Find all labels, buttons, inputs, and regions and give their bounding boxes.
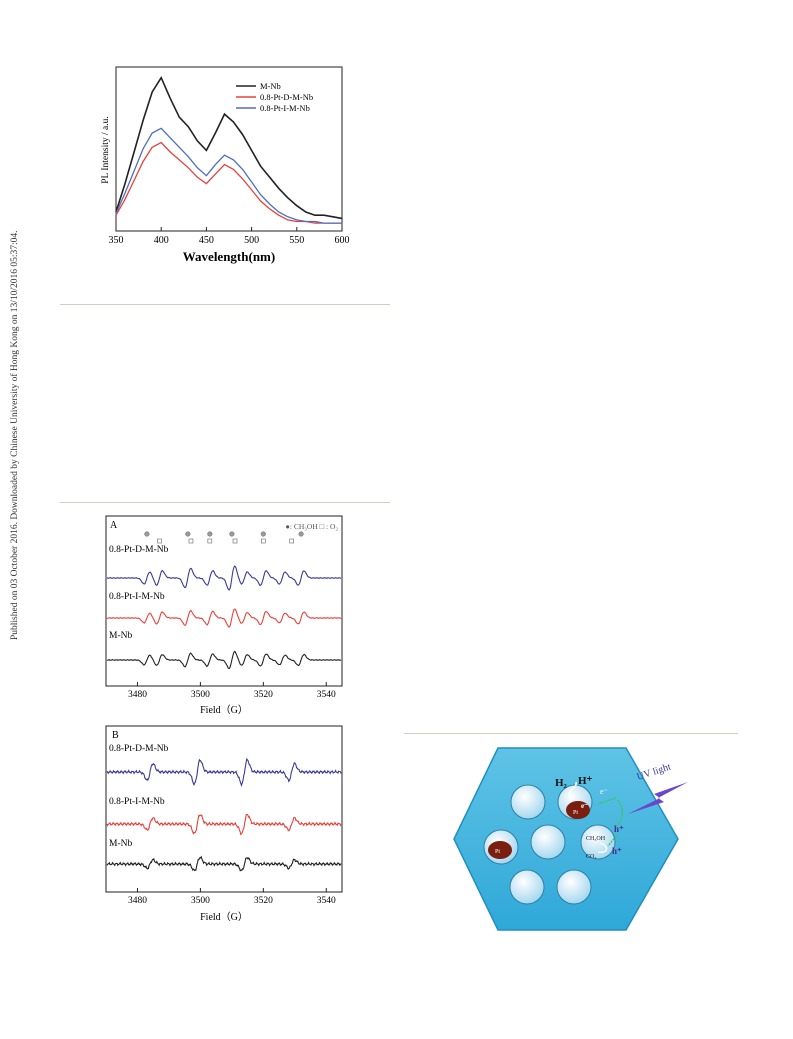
pore-circle (556, 869, 592, 905)
epr-series-label: 0.8-Pt-I-M-Nb (109, 592, 165, 602)
epr-xtick-label: 3520 (254, 690, 273, 700)
oxidation-arrow-icon (597, 842, 608, 854)
ch3oh-label: CH₃OH (586, 836, 606, 842)
epr-b-plot-frame (105, 725, 343, 893)
pl-series-line (115, 141, 342, 224)
ch3oh-marker (207, 531, 213, 537)
pl-series-group (115, 75, 343, 224)
photocatalysis-scheme: Pt e⁻ Pt H₂ H⁺ e⁻ h⁺ CH₃OH CO₂ h⁺ UV lig… (453, 747, 688, 931)
pt-label: Pt (573, 810, 578, 816)
uv-lightning-bolt-icon (628, 782, 688, 814)
epr-b-series-group: 0.8-Pt-D-M-Nb 0.8-Pt-I-M-Nb M-Nb (106, 744, 342, 872)
divider-2 (60, 502, 390, 503)
pt-electron-label: e⁻ (581, 802, 588, 810)
epr-b-x-axis-label: Field（G） (200, 911, 248, 923)
epr-series-line (106, 855, 342, 872)
hole-label-2: h⁺ (612, 846, 622, 856)
h2-evolution-arrow-icon (568, 781, 577, 799)
epr-series-line (106, 650, 342, 670)
pl-xtick-label: 600 (335, 235, 350, 246)
ch3oh-marker (298, 531, 304, 537)
uv-light-label: UV light (636, 761, 673, 782)
epr-series-line (106, 757, 342, 788)
pl-xtick-label: 350 (109, 235, 124, 246)
epr-figure-b: B 0.8-Pt-D-M-Nb 0.8-Pt-I-M-Nb M-Nb 3480 350… (105, 725, 343, 923)
epr-a-series-group: 0.8-Pt-D-M-Nb 0.8-Pt-I-M-Nb M-Nb (106, 545, 342, 670)
electron-transfer-arrow-icon (597, 797, 617, 805)
pores (483, 784, 616, 905)
pl-series-line (115, 75, 343, 220)
epr-series-line (106, 813, 342, 836)
pl-xtick-label: 450 (199, 235, 214, 246)
hole-transfer-arrow-icon (607, 833, 619, 847)
epr-a-xticks: 3480 3500 3520 3540 (128, 682, 336, 700)
h2-label: H₂ (555, 777, 568, 789)
pt-nanoparticle-icon (566, 801, 590, 819)
divider-3 (404, 733, 738, 734)
pore-circle (530, 824, 566, 860)
epr-a-peak-markers (144, 531, 304, 544)
o2-marker (207, 538, 213, 544)
epr-xtick-label: 3540 (317, 690, 336, 700)
hole-label-1: h⁺ (614, 824, 624, 834)
epr-series-label: M-Nb (109, 631, 132, 641)
ch3oh-marker (144, 531, 150, 537)
epr-a-x-axis-label: Field（G） (200, 704, 248, 716)
pl-plot-frame (115, 66, 343, 232)
pl-series-line (115, 127, 342, 224)
ch3oh-marker (229, 531, 235, 537)
epr-a-marker-legend: ●: CH₃OH □ : O₂ (285, 522, 338, 531)
download-watermark-text: Published on 03 October 2016. Downloaded… (9, 230, 20, 640)
epr-a-panel-label: A (110, 520, 118, 531)
epr-xtick-label: 3480 (128, 690, 147, 700)
pl-xtick-label: 500 (244, 235, 259, 246)
epr-series-label: 0.8-Pt-D-M-Nb (109, 744, 169, 754)
pore-circle (509, 869, 545, 905)
electron-label: e⁻ (600, 787, 608, 796)
epr-series-label: M-Nb (109, 839, 132, 849)
epr-b-xticks: 3480 3500 3520 3540 (128, 888, 336, 906)
epr-xtick-label: 3520 (254, 896, 273, 906)
pl-legend: M-Nb0.8-Pt-D-M-Nb0.8-Pt-I-M-Nb (236, 81, 313, 113)
pore-circle (510, 784, 546, 820)
epr-series-label: 0.8-Pt-I-M-Nb (109, 797, 165, 807)
epr-a-plot-frame (105, 515, 343, 687)
divider-1 (60, 304, 390, 305)
pl-xtick-label: 550 (289, 235, 304, 246)
pt-nanoparticle-icon (488, 841, 512, 859)
o2-marker (232, 538, 238, 544)
pl-legend-label: 0.8-Pt-D-M-Nb (260, 92, 313, 102)
o2-marker (157, 538, 162, 544)
epr-xtick-label: 3500 (191, 896, 210, 906)
epr-series-line (106, 565, 342, 591)
ch3oh-marker (185, 531, 191, 537)
pl-xtick-label: 400 (154, 235, 169, 246)
co2-label: CO₂ (586, 854, 596, 860)
download-watermark: Published on 03 October 2016. Downloaded… (9, 230, 20, 640)
pt-label-2: Pt (495, 849, 500, 855)
pl-xticks: 350 400 450 500 550 600 (109, 227, 350, 246)
epr-series-label: 0.8-Pt-D-M-Nb (109, 545, 169, 555)
pl-x-axis-label: Wavelength(nm) (183, 249, 275, 264)
epr-b-panel-label: B (112, 730, 119, 741)
o2-marker (188, 538, 194, 544)
hplus-label: H⁺ (578, 775, 593, 787)
epr-xtick-label: 3540 (317, 896, 336, 906)
epr-xtick-label: 3500 (191, 690, 210, 700)
epr-xtick-label: 3480 (128, 896, 147, 906)
epr-figure-a: A ●: CH₃OH □ : O₂ 0.8-Pt-D-M-Nb 0.8-Pt-I-… (105, 515, 343, 716)
epr-series-line (106, 608, 342, 628)
pl-legend-label: 0.8-Pt-I-M-Nb (260, 103, 310, 113)
pl-legend-label: M-Nb (260, 81, 281, 91)
pl-spectrum-figure: 350 400 450 500 550 600 M-Nb0.8-Pt-D-M-Nb0.8-… (101, 66, 350, 264)
o2-marker (289, 538, 294, 544)
pl-y-axis-label: PL Intensity / a.u. (101, 116, 111, 183)
ch3oh-marker (260, 531, 266, 537)
o2-marker (261, 538, 266, 544)
